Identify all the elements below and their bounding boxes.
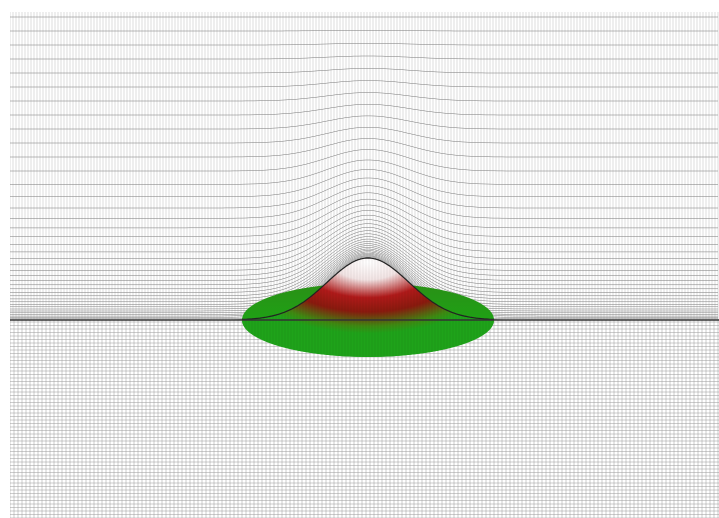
mesh-view bbox=[0, 0, 719, 518]
page: (() => { const data = JSON.parse(documen… bbox=[0, 0, 719, 518]
